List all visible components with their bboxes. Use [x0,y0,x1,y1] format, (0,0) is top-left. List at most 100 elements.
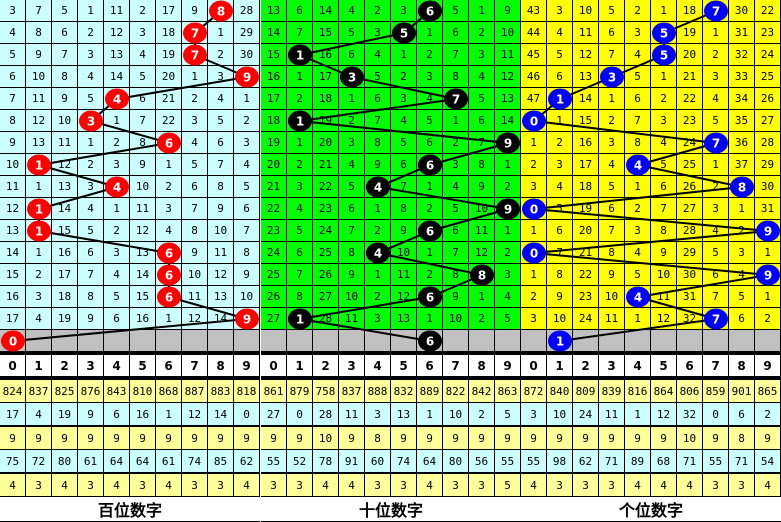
gray-row-cell [469,330,495,352]
stat-cell: 72 [26,450,52,473]
omission-cell: 5 [599,176,625,198]
stat-cell: 52 [287,450,313,473]
omission-cell: 14 [313,0,339,22]
omission-cell [182,22,208,44]
omission-cell: 9 [443,286,469,308]
omission-cell: 10 [599,286,625,308]
omission-cell: 4 [234,154,260,176]
omission-cell: 6 [443,220,469,242]
omission-cell: 18 [261,110,287,132]
omission-cell: 35 [729,110,755,132]
stat-cell: 842 [469,380,495,403]
stat-cell: 28 [313,403,339,426]
stat-cell: 60 [365,450,391,473]
stat-cell: 809 [573,380,599,403]
stat-cell: 4 [755,474,781,497]
stat-cell: 889 [417,380,443,403]
omission-cell: 30 [755,176,781,198]
omission-cell: 2 [599,110,625,132]
omission-cell [182,44,208,66]
omission-cell: 14 [52,198,78,220]
omission-cell: 4 [547,176,573,198]
omission-cell: 1 [651,66,677,88]
omission-cell [26,154,52,176]
stat-cell: 11 [599,403,625,426]
omission-cell: 12 [495,66,521,88]
omission-cell: 7 [443,242,469,264]
omission-cell: 2 [729,220,755,242]
stat-cell: 810 [130,380,156,403]
omission-cell: 2 [391,66,417,88]
stat-cell: 9 [391,427,417,450]
omission-cell: 8 [391,198,417,220]
omission-cell: 4 [287,198,313,220]
omission-cell: 20 [156,66,182,88]
omission-cell: 2 [287,88,313,110]
omission-cell: 47 [521,88,547,110]
omission-cell: 13 [104,44,130,66]
omission-cell: 16 [573,132,599,154]
omission-cell: 20 [313,132,339,154]
panel-label: 个位数字 [521,497,781,521]
omission-cell: 5 [443,198,469,220]
omission-cell: 22 [573,264,599,286]
omission-cell: 10 [547,308,573,330]
omission-cell: 2 [495,176,521,198]
omission-cell: 5 [547,198,573,220]
omission-cell: 8 [365,132,391,154]
omission-cell: 12 [469,242,495,264]
omission-cell: 1 [417,176,443,198]
gray-row-cell [287,330,313,352]
omission-cell: 4 [26,308,52,330]
stat-cell: 887 [182,380,208,403]
stat-cell: 75 [0,450,26,473]
omission-cell: 6 [547,220,573,242]
stat-cell: 8 [365,427,391,450]
omission-cell: 1 [417,22,443,44]
omission-cell: 8 [208,176,234,198]
omission-cell: 3 [130,22,156,44]
omission-cell: 1 [469,286,495,308]
stat-cell: 1 [417,403,443,426]
omission-cell: 11 [339,308,365,330]
omission-cell: 26 [261,286,287,308]
omission-cell: 9 [651,242,677,264]
omission-cell: 28 [677,220,703,242]
omission-cell: 7 [469,132,495,154]
omission-cell: 4 [729,264,755,286]
omission-cell: 11 [495,44,521,66]
omission-cell: 7 [339,220,365,242]
stat-cell: 816 [625,380,651,403]
omission-cell: 10 [651,264,677,286]
omission-cell: 2 [417,198,443,220]
omission-cell [104,88,130,110]
omission-cell: 10 [573,0,599,22]
omission-cell: 6 [547,66,573,88]
stat-cell: 55 [495,450,521,473]
gray-row-cell [261,330,287,352]
omission-cell: 30 [677,264,703,286]
omission-cell: 21 [677,66,703,88]
omission-cell: 27 [313,286,339,308]
stat-cell: 8 [729,427,755,450]
stat-cell: 9 [651,427,677,450]
omission-cell: 2 [703,176,729,198]
omission-cell: 16 [313,44,339,66]
stat-cell: 825 [52,380,78,403]
omission-cell: 17 [573,154,599,176]
stat-cell: 3 [182,474,208,497]
omission-cell: 22 [677,88,703,110]
stat-cell: 843 [104,380,130,403]
digit-header: 6 [677,355,703,377]
omission-cell: 5 [52,0,78,22]
omission-cell: 6 [182,176,208,198]
stat-cell: 10 [443,403,469,426]
omission-cell: 8 [651,220,677,242]
omission-cell: 1 [729,198,755,220]
stat-cell: 54 [755,450,781,473]
stat-cell: 19 [52,403,78,426]
omission-cell: 18 [677,0,703,22]
omission-cell: 19 [52,308,78,330]
omission-cell: 9 [0,132,26,154]
omission-cell: 8 [443,264,469,286]
